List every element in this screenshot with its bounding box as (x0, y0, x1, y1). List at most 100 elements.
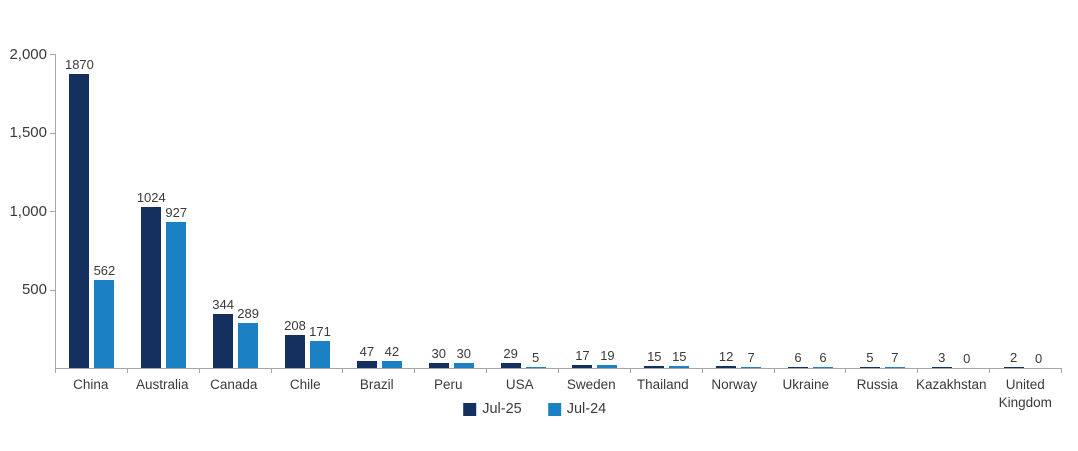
bar-value-label: 344 (212, 297, 234, 312)
bar-value-label: 15 (647, 348, 662, 364)
bar-value-label: 19 (600, 348, 615, 364)
bar-jul-25-australia: 1024 (137, 190, 166, 368)
x-tick-mark (55, 369, 56, 373)
y-tick-mark (50, 289, 55, 291)
category-group-peru: 30 30 (415, 54, 487, 368)
bar-value-label: 17 (575, 348, 590, 364)
x-category-label-united-kingdom: United Kingdom (998, 377, 1052, 410)
x-tick-mark (558, 369, 559, 373)
x-tick-mark (701, 369, 703, 373)
bar-value-label: 42 (384, 344, 400, 360)
x-category-label-australia: Australia (135, 377, 189, 392)
bar-jul-24-peru: 30 (453, 346, 474, 368)
bar-value-label: 3 (938, 350, 946, 365)
bar-jul-24-ukraine: 6 (813, 350, 834, 368)
bar-value-label: 47 (359, 343, 375, 359)
bar-value-label: 6 (794, 350, 802, 365)
y-tick-label: 1,000 (9, 202, 47, 220)
x-category-label-chile: Chile (289, 377, 321, 392)
bar-jul-24-chile: 171 (309, 324, 331, 368)
bar-jul-25-kazakhstan: 3 (931, 350, 952, 368)
legend-item-jul-25: Jul-25 (463, 401, 522, 417)
x-tick-mark (845, 369, 847, 373)
x-category-label-sweden: Sweden (566, 377, 616, 392)
bar-jul-24-thailand: 15 (669, 349, 690, 368)
bar-value-label: 7 (891, 349, 899, 365)
x-category-label-peru: Peru (433, 377, 463, 392)
x-tick-mark (198, 369, 200, 373)
bar-value-label: 5 (866, 350, 874, 365)
y-tick-mark (50, 54, 55, 55)
plot-area: 1870 562 1024 927 344 289 208 171 47 42 30 30 29 5 17 1… (55, 54, 1062, 369)
bar-value-label: 5 (531, 350, 540, 365)
x-tick-mark (126, 369, 128, 373)
bar-value-label: 0 (963, 351, 971, 366)
x-category-label-usa: USA (505, 377, 534, 392)
bar-jul-25-thailand: 15 (644, 349, 665, 368)
bar-jul-24-sweden: 19 (597, 348, 618, 368)
y-tick-mark (50, 132, 55, 134)
bar-value-label: 208 (284, 318, 306, 334)
x-category-label-thailand: Thailand (636, 377, 689, 392)
bar-jul-24-norway: 7 (741, 350, 762, 368)
bar-value-label: 7 (747, 349, 755, 365)
bar-value-label: 30 (456, 346, 471, 362)
y-tick-label: 500 (21, 281, 47, 298)
x-tick-mark (270, 369, 272, 373)
bar-value-label: 2 (1009, 350, 1018, 365)
category-group-thailand: 15 15 (631, 54, 703, 368)
bar-jul-25-canada: 344 (212, 297, 234, 368)
bar-value-label: 6 (819, 350, 827, 365)
x-category-label-china: China (73, 377, 109, 392)
bar-jul-25-chile: 208 (284, 318, 306, 368)
legend-label-jul-24: Jul-24 (566, 401, 607, 417)
x-category-label-russia: Russia (856, 377, 898, 392)
bar-value-label: 289 (237, 305, 259, 321)
legend-item-jul-24: Jul-24 (547, 401, 607, 417)
category-group-china: 1870 562 (56, 54, 128, 368)
x-tick-mark (342, 369, 344, 373)
category-group-norway: 12 7 (703, 54, 775, 368)
x-tick-mark (1061, 369, 1062, 373)
bar-jul-25-usa: 29 (500, 346, 521, 368)
bar-jul-24-brazil: 42 (381, 344, 402, 368)
legend-swatch-jul-25 (463, 402, 477, 416)
bar-value-label: 927 (165, 205, 188, 221)
x-category-label-canada: Canada (210, 377, 258, 392)
bar-value-label: 171 (309, 324, 331, 340)
bar-jul-25-brazil: 47 (356, 344, 377, 368)
bar-jul-25-peru: 30 (428, 346, 449, 368)
x-tick-mark (989, 369, 991, 373)
legend: Jul-25 Jul-24 (463, 401, 606, 417)
bar-jul-25-norway: 12 (716, 349, 737, 368)
category-group-usa: 29 5 (487, 54, 559, 368)
x-axis-labels: China Australia Canada Chile Brazil Peru USA Sw… (55, 376, 1061, 412)
x-category-label-ukraine: Ukraine (782, 377, 830, 392)
legend-label-jul-25: Jul-25 (482, 401, 522, 417)
bar-jul-24-china: 562 (94, 263, 115, 368)
x-tick-mark (629, 369, 631, 373)
x-category-label-brazil: Brazil (359, 377, 394, 392)
x-tick-mark (486, 369, 488, 373)
y-tick-mark (50, 211, 55, 212)
bar-value-label: 1024 (136, 190, 166, 206)
bar-value-label: 562 (93, 262, 116, 278)
category-group-sweden: 17 19 (559, 54, 631, 368)
bar-jul-25-ukraine: 6 (788, 350, 809, 368)
bar-value-label: 0 (1034, 351, 1043, 366)
legend-swatch-jul-24 (547, 402, 561, 416)
x-category-label-norway: Norway (711, 377, 758, 392)
bar-value-label: 1870 (64, 57, 94, 73)
bar-jul-25-sweden: 17 (572, 348, 593, 368)
y-tick-label: 2,000 (9, 45, 47, 63)
x-tick-mark (917, 369, 919, 373)
x-tick-mark (414, 369, 416, 373)
bar-value-label: 15 (672, 348, 687, 364)
bar-jul-24-russia: 7 (884, 350, 905, 368)
bar-jul-24-canada: 289 (237, 306, 259, 368)
y-tick-label: 1,500 (9, 124, 47, 141)
